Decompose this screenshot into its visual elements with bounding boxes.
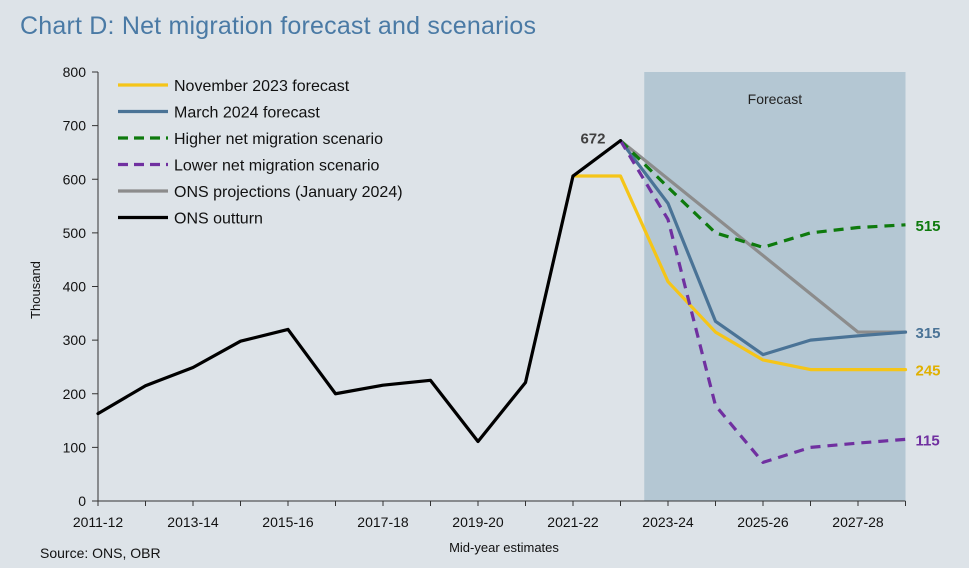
- x-tick-label: 2027-28: [832, 514, 884, 530]
- legend-label: March 2024 forecast: [174, 105, 320, 122]
- source-note: Source: ONS, OBR: [40, 545, 161, 561]
- series-line-2: [619, 139, 906, 249]
- x-tick-label: 2019-20: [452, 514, 504, 530]
- legend-label: November 2023 forecast: [174, 78, 350, 95]
- x-axis-title: Mid-year estimates: [449, 540, 559, 555]
- series-line-1: [618, 139, 908, 357]
- y-tick-label: 0: [78, 493, 86, 509]
- y-tick-label: 200: [63, 386, 87, 402]
- annotation-label: 515: [916, 218, 941, 235]
- forecast-region-label: Forecast: [748, 91, 803, 107]
- annotation-label: 115: [916, 432, 940, 449]
- annotation-label: 315: [916, 325, 941, 342]
- series-line-3: [619, 139, 906, 464]
- legend-label: ONS outturn: [174, 211, 263, 228]
- legend-label: Lower net migration scenario: [174, 158, 380, 175]
- y-tick-label: 800: [63, 64, 87, 80]
- annotation-label: 245: [916, 363, 941, 380]
- y-tick-label: 600: [63, 171, 87, 187]
- y-axis-title: Thousand: [28, 261, 43, 319]
- x-tick-label: 2023-24: [642, 514, 694, 530]
- x-tick-label: 2011-12: [73, 514, 124, 530]
- y-tick-label: 700: [63, 118, 87, 134]
- x-tick-label: 2017-18: [357, 514, 409, 530]
- chart-title: Chart D: Net migration forecast and scen…: [20, 12, 537, 40]
- series-line-5: [96, 139, 623, 444]
- y-tick-label: 400: [63, 279, 87, 295]
- y-tick-label: 100: [63, 439, 87, 455]
- y-tick-label: 500: [63, 225, 87, 241]
- x-tick-label: 2013-14: [167, 514, 219, 530]
- x-tick-label: 2025-26: [737, 514, 789, 530]
- x-tick-label: 2021-22: [547, 514, 599, 530]
- x-tick-label: 2015-16: [262, 514, 314, 530]
- legend-label: Higher net migration scenario: [174, 131, 383, 148]
- y-tick-label: 300: [63, 332, 87, 348]
- legend-label: ONS projections (January 2024): [174, 184, 403, 201]
- annotation-label: 672: [580, 131, 605, 148]
- series-line-0: [571, 174, 908, 372]
- forecast-region: [644, 72, 906, 501]
